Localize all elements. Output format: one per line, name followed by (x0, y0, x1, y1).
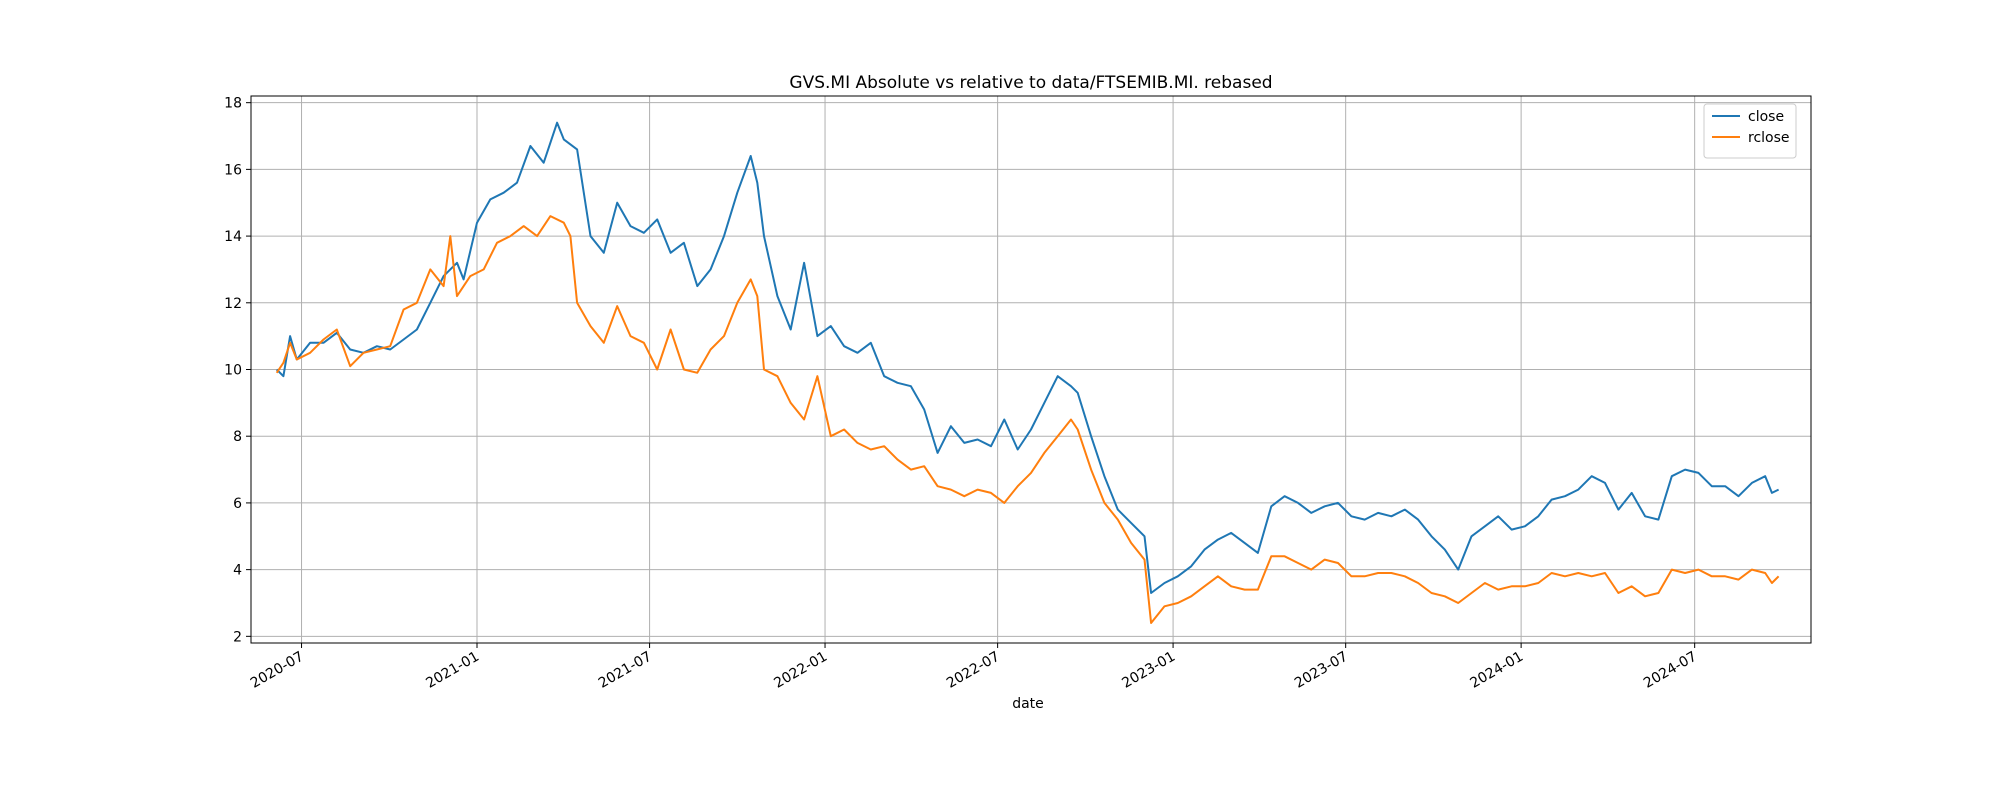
chart-title: GVS.MI Absolute vs relative to data/FTSE… (789, 73, 1272, 93)
legend-label-rclose: rclose (1748, 130, 1790, 146)
y-tick-label: 6 (233, 496, 242, 512)
legend-box (1703, 103, 1797, 159)
x-axis-label: date (1012, 696, 1044, 712)
y-tick-label: 18 (224, 96, 242, 112)
y-tick-label: 4 (233, 563, 242, 579)
y-tick-label: 14 (224, 229, 242, 245)
legend-label-close: close (1748, 109, 1784, 125)
grid (251, 96, 1811, 643)
legend: close rclose (1703, 103, 1797, 159)
y-tick-label: 2 (233, 629, 242, 645)
series-line-rclose (275, 215, 1780, 624)
y-tick-label: 12 (224, 296, 242, 312)
y-tick-label: 8 (233, 429, 242, 445)
y-tick-label: 16 (224, 162, 242, 178)
series-line-close (275, 121, 1780, 594)
y-tick-label: 10 (224, 363, 242, 379)
series-layer (275, 121, 1780, 624)
